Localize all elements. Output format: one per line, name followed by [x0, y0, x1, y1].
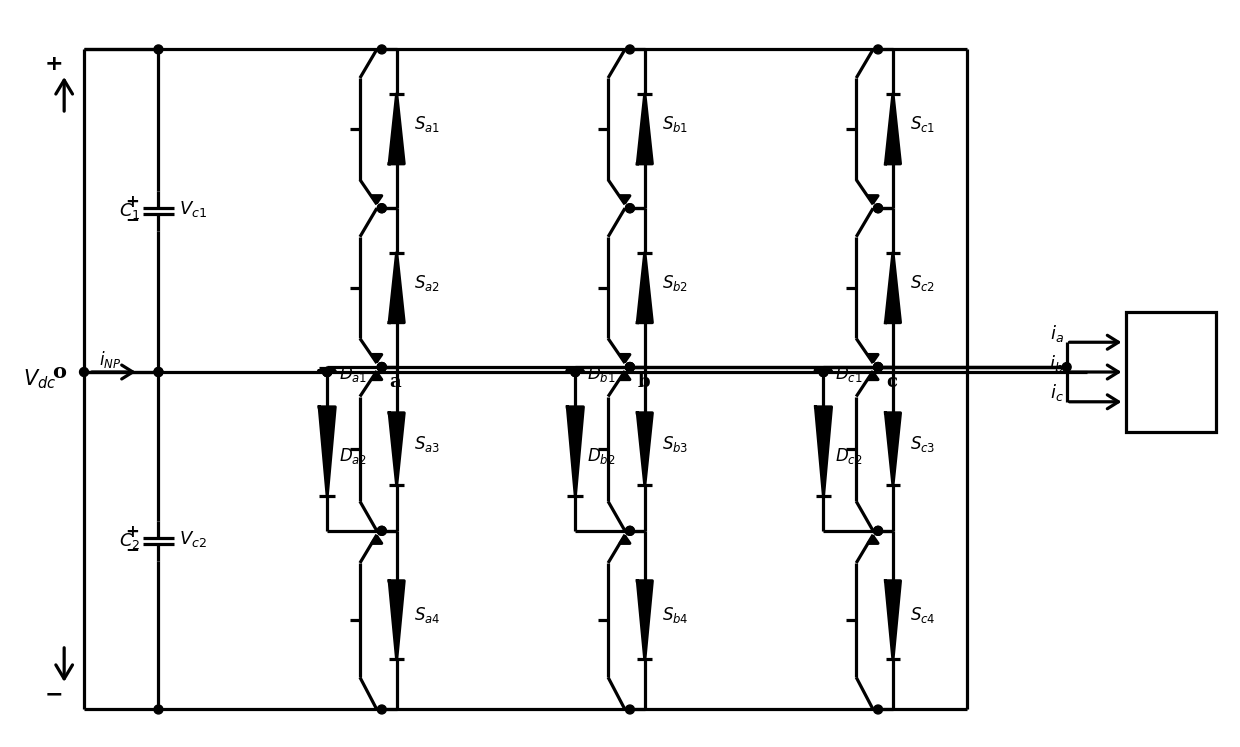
- Text: $D_{a2}$: $D_{a2}$: [339, 447, 367, 466]
- Circle shape: [625, 362, 635, 371]
- Circle shape: [818, 368, 828, 376]
- Circle shape: [625, 45, 635, 54]
- Polygon shape: [637, 581, 652, 660]
- Polygon shape: [389, 413, 404, 485]
- Text: $S_{c4}$: $S_{c4}$: [910, 605, 935, 625]
- Polygon shape: [568, 407, 583, 496]
- Polygon shape: [637, 413, 652, 485]
- Text: +: +: [125, 193, 140, 211]
- Circle shape: [625, 362, 635, 371]
- Circle shape: [377, 527, 386, 536]
- Circle shape: [874, 204, 883, 213]
- Bar: [1126, 312, 1215, 432]
- Polygon shape: [816, 368, 831, 371]
- Text: $S_{a4}$: $S_{a4}$: [414, 605, 440, 625]
- Circle shape: [154, 45, 162, 54]
- Circle shape: [874, 527, 883, 536]
- Circle shape: [154, 705, 162, 714]
- Text: $i_a$: $i_a$: [1050, 323, 1064, 344]
- Text: $C_1$: $C_1$: [119, 201, 140, 220]
- Text: $S_{b3}$: $S_{b3}$: [662, 434, 688, 454]
- Circle shape: [818, 368, 828, 376]
- Text: o: o: [52, 362, 66, 382]
- Text: $i_c$: $i_c$: [1050, 382, 1064, 403]
- Polygon shape: [885, 94, 900, 164]
- Circle shape: [625, 527, 635, 536]
- Polygon shape: [816, 407, 831, 496]
- Text: $S_{c2}$: $S_{c2}$: [910, 273, 935, 293]
- Text: $S_{c3}$: $S_{c3}$: [910, 434, 935, 454]
- Circle shape: [377, 362, 386, 371]
- Circle shape: [818, 368, 828, 376]
- Text: c: c: [887, 373, 897, 391]
- Circle shape: [874, 362, 883, 371]
- Circle shape: [322, 368, 331, 376]
- Circle shape: [377, 527, 386, 536]
- Circle shape: [154, 368, 162, 376]
- Text: b: b: [637, 373, 651, 391]
- Text: $S_{a1}$: $S_{a1}$: [414, 114, 440, 134]
- Circle shape: [377, 362, 386, 371]
- Polygon shape: [637, 94, 652, 164]
- Circle shape: [1063, 362, 1071, 371]
- Polygon shape: [568, 368, 583, 371]
- Text: a: a: [389, 373, 402, 391]
- Circle shape: [874, 362, 883, 371]
- Circle shape: [377, 204, 386, 213]
- Circle shape: [377, 362, 386, 371]
- Circle shape: [625, 527, 635, 536]
- Polygon shape: [389, 581, 404, 660]
- Text: +: +: [45, 55, 63, 74]
- Circle shape: [570, 368, 580, 376]
- Text: $i_b$: $i_b$: [1049, 353, 1064, 374]
- Circle shape: [377, 705, 386, 714]
- Circle shape: [625, 362, 635, 371]
- Circle shape: [377, 204, 386, 213]
- Polygon shape: [637, 252, 652, 323]
- Text: 负载: 负载: [1157, 360, 1185, 384]
- Circle shape: [874, 705, 883, 714]
- Polygon shape: [885, 413, 900, 485]
- Text: −: −: [45, 684, 63, 704]
- Text: $D_{b1}$: $D_{b1}$: [588, 365, 616, 385]
- Text: $V_{c1}$: $V_{c1}$: [180, 199, 207, 219]
- Text: $D_{c1}$: $D_{c1}$: [836, 365, 863, 385]
- Polygon shape: [319, 368, 335, 371]
- Polygon shape: [389, 94, 404, 164]
- Circle shape: [322, 368, 331, 376]
- Circle shape: [874, 204, 883, 213]
- Text: $D_{c2}$: $D_{c2}$: [836, 447, 863, 466]
- Circle shape: [322, 368, 331, 376]
- Circle shape: [874, 527, 883, 536]
- Text: $S_{a3}$: $S_{a3}$: [414, 434, 440, 454]
- Text: $C_2$: $C_2$: [119, 531, 140, 551]
- Text: $S_{b4}$: $S_{b4}$: [662, 605, 688, 625]
- Circle shape: [79, 368, 88, 376]
- Circle shape: [625, 204, 635, 213]
- Circle shape: [570, 368, 580, 376]
- Text: −: −: [125, 211, 140, 229]
- Circle shape: [625, 705, 635, 714]
- Polygon shape: [885, 252, 900, 323]
- Text: $V_{c2}$: $V_{c2}$: [180, 529, 207, 549]
- Text: $D_{b2}$: $D_{b2}$: [588, 447, 616, 466]
- Polygon shape: [319, 407, 335, 496]
- Text: −: −: [125, 540, 140, 558]
- Circle shape: [154, 368, 162, 376]
- Polygon shape: [885, 581, 900, 660]
- Circle shape: [570, 368, 580, 376]
- Text: $S_{b2}$: $S_{b2}$: [662, 273, 688, 293]
- Text: $S_{a2}$: $S_{a2}$: [414, 273, 439, 293]
- Circle shape: [377, 45, 386, 54]
- Text: +: +: [125, 523, 140, 541]
- Circle shape: [625, 204, 635, 213]
- Text: $D_{a1}$: $D_{a1}$: [339, 365, 367, 385]
- Text: $V_{dc}$: $V_{dc}$: [22, 368, 56, 391]
- Circle shape: [874, 362, 883, 371]
- Text: $S_{b1}$: $S_{b1}$: [662, 114, 688, 134]
- Text: $i_{NP}$: $i_{NP}$: [99, 349, 122, 370]
- Polygon shape: [389, 252, 404, 323]
- Circle shape: [874, 45, 883, 54]
- Text: $S_{c1}$: $S_{c1}$: [910, 114, 935, 134]
